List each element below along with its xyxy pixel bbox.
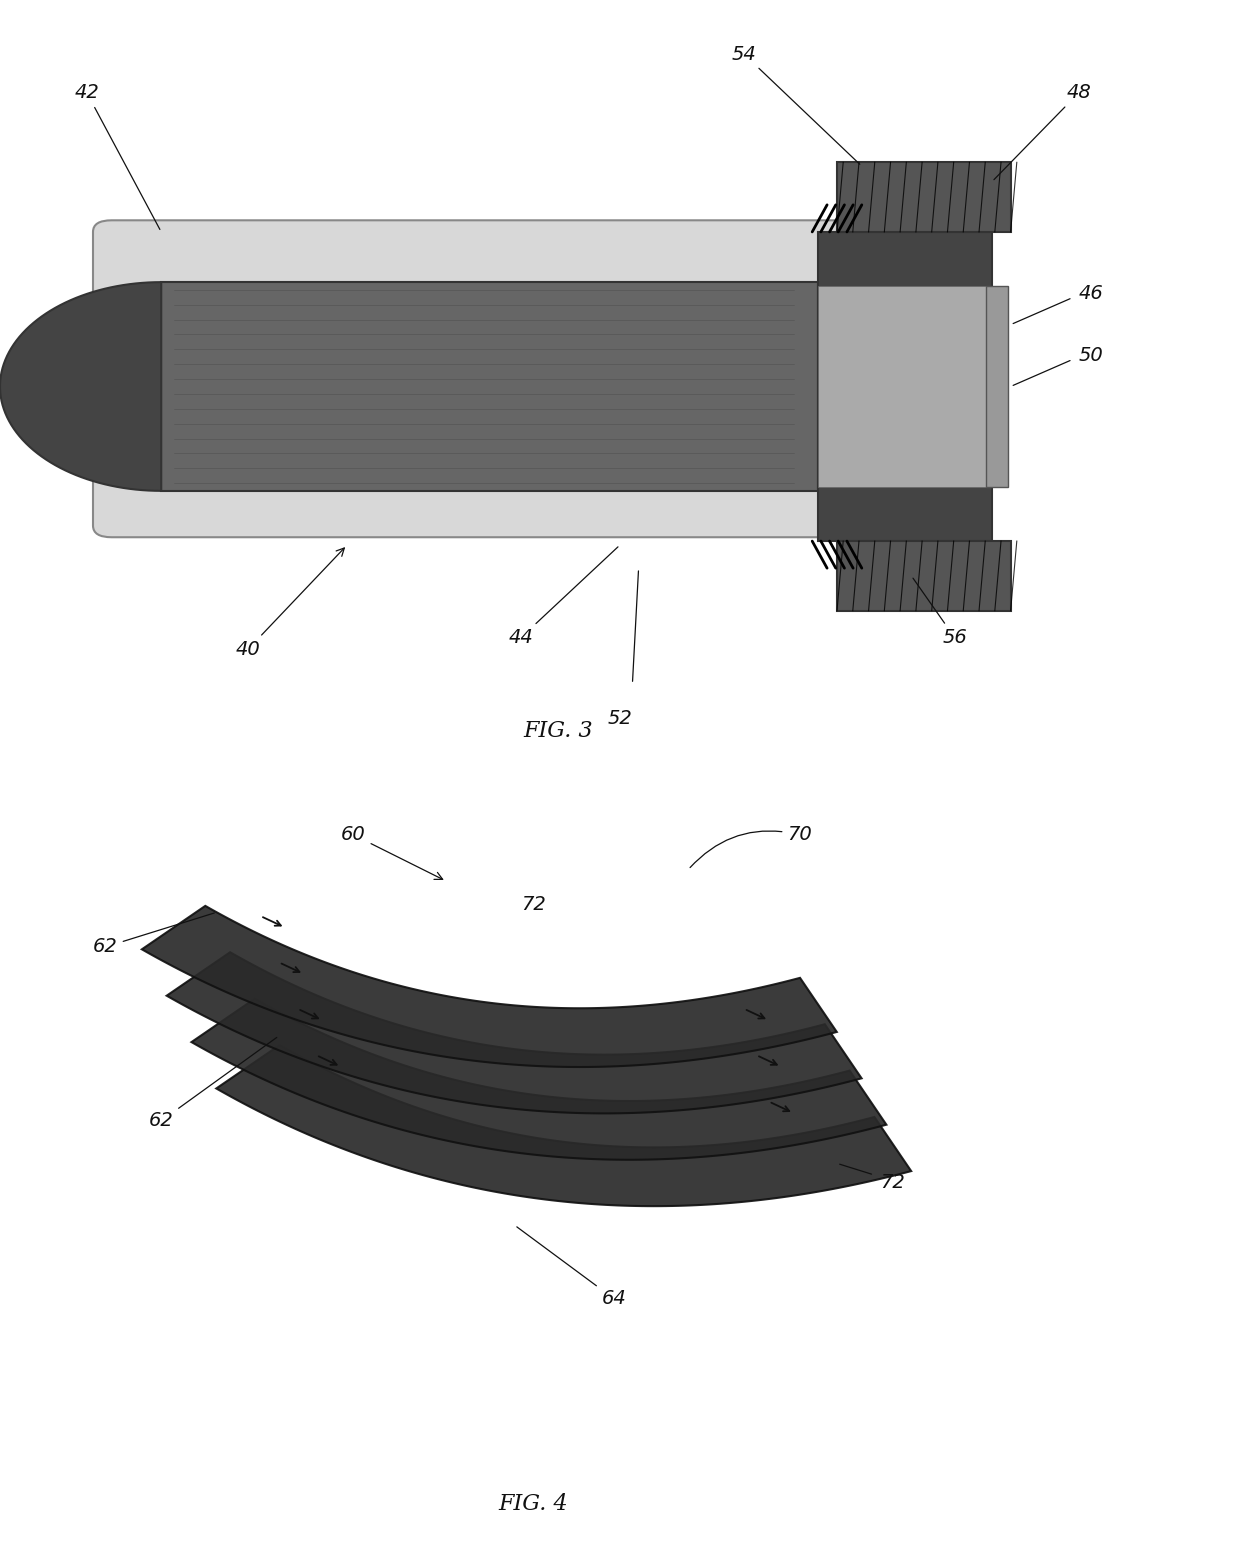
Bar — [837, 541, 1011, 611]
Text: 40: 40 — [236, 547, 345, 659]
Text: 42: 42 — [74, 83, 160, 229]
Polygon shape — [216, 1045, 911, 1206]
Bar — [818, 286, 992, 487]
Text: FIG. 4: FIG. 4 — [498, 1493, 568, 1515]
Polygon shape — [166, 952, 862, 1113]
Text: 50: 50 — [1079, 346, 1104, 365]
Text: FIG. 3: FIG. 3 — [523, 720, 593, 742]
Text: 62: 62 — [149, 1037, 277, 1130]
Bar — [837, 162, 1011, 232]
Bar — [986, 286, 1008, 487]
Text: 54: 54 — [732, 45, 859, 164]
Text: 62: 62 — [93, 914, 215, 957]
Polygon shape — [141, 906, 837, 1067]
Bar — [161, 281, 818, 492]
Text: 46: 46 — [1079, 284, 1104, 303]
Bar — [818, 232, 992, 541]
Text: 44: 44 — [508, 547, 618, 648]
Polygon shape — [0, 281, 161, 492]
Text: 72: 72 — [521, 895, 546, 914]
Text: 52: 52 — [608, 710, 632, 728]
Text: 48: 48 — [994, 83, 1091, 179]
Text: 70: 70 — [691, 826, 812, 867]
FancyBboxPatch shape — [93, 220, 899, 536]
Text: 60: 60 — [341, 826, 443, 880]
Text: 64: 64 — [517, 1228, 626, 1308]
Polygon shape — [191, 999, 887, 1160]
Text: 56: 56 — [913, 578, 967, 648]
Text: 72: 72 — [880, 1173, 905, 1192]
